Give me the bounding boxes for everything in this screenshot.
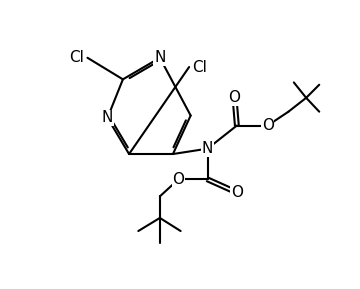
Text: O: O [172, 172, 184, 187]
Text: O: O [231, 185, 243, 200]
Text: N: N [202, 141, 213, 156]
Text: N: N [102, 110, 113, 125]
Text: O: O [229, 90, 240, 105]
Text: Cl: Cl [193, 60, 207, 75]
Text: Cl: Cl [69, 50, 84, 65]
Text: N: N [154, 50, 166, 65]
Text: O: O [262, 118, 274, 133]
